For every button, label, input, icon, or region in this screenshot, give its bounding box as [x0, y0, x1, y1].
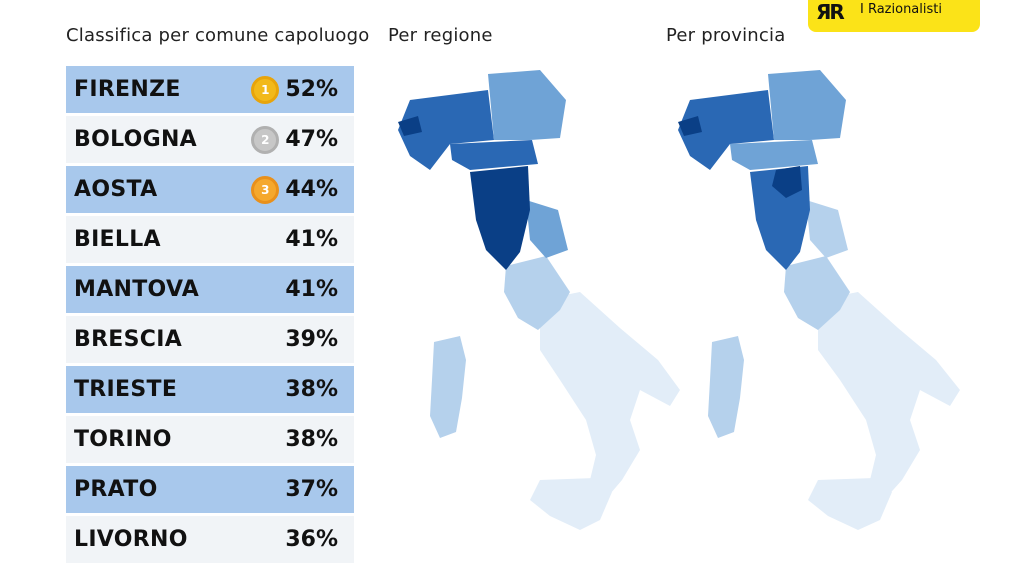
table-row: PRATO 37% [66, 466, 354, 513]
region-sardinia [430, 336, 466, 438]
city-name: AOSTA [74, 177, 158, 202]
table-row: MANTOVA 41% [66, 266, 354, 313]
region-veneto [488, 70, 566, 140]
region-map-title: Per regione [388, 25, 493, 46]
city-percentage: 41% [285, 227, 338, 252]
ranking-table: FIRENZE 1 52% BOLOGNA 2 47% AOSTA 3 44% … [66, 66, 354, 566]
region-map [398, 70, 680, 530]
region-emilia [450, 140, 538, 170]
table-row: BIELLA 41% [66, 216, 354, 263]
silver-medal-icon: 2 [251, 125, 280, 154]
province-map [678, 70, 960, 530]
table-row: BOLOGNA 2 47% [66, 116, 354, 163]
city-name: TRIESTE [74, 377, 178, 402]
table-row: TORINO 38% [66, 416, 354, 463]
city-percentage: 39% [285, 327, 338, 352]
table-row: AOSTA 3 44% [66, 166, 354, 213]
table-row: FIRENZE 1 52% [66, 66, 354, 113]
city-percentage: 36% [285, 527, 338, 552]
city-percentage: 44% [285, 177, 338, 202]
province-northeast [768, 70, 846, 140]
city-percentage: 52% [285, 77, 338, 102]
city-percentage: 41% [285, 277, 338, 302]
province-north [678, 90, 774, 170]
city-name: BOLOGNA [74, 127, 198, 152]
province-sardinia [708, 336, 744, 438]
province-map-title: Per provincia [666, 25, 786, 46]
table-row: TRIESTE 38% [66, 366, 354, 413]
province-florence [772, 166, 802, 198]
region-aosta [398, 116, 422, 136]
logo-mark-icon: ЯR [816, 0, 845, 24]
city-name: BRESCIA [74, 327, 183, 352]
ranking-title: Classifica per comune capoluogo [66, 25, 370, 46]
region-marche [526, 200, 568, 258]
city-percentage: 38% [285, 377, 338, 402]
city-name: FIRENZE [74, 77, 181, 102]
city-name: BIELLA [74, 227, 161, 252]
gold-medal-icon: 1 [251, 75, 280, 104]
province-marche [806, 200, 848, 258]
bronze-medal-icon: 3 [251, 175, 280, 204]
province-aosta [678, 116, 702, 136]
province-sicily [808, 478, 892, 530]
city-name: MANTOVA [74, 277, 200, 302]
region-tuscany [470, 166, 530, 270]
table-row: BRESCIA 39% [66, 316, 354, 363]
province-center [784, 256, 850, 330]
city-percentage: 38% [285, 427, 338, 452]
region-sicily [530, 478, 612, 530]
city-name: PRATO [74, 477, 158, 502]
city-percentage: 37% [285, 477, 338, 502]
city-name: LIVORNO [74, 527, 188, 552]
logo-text: I Razionalisti [860, 2, 942, 17]
logo: ЯR I Razionalisti [808, 0, 980, 32]
region-south [540, 292, 680, 500]
province-south [818, 292, 960, 500]
province-emilia [730, 140, 818, 170]
region-lazio [504, 256, 570, 330]
city-percentage: 47% [285, 127, 338, 152]
region-lombardy [398, 90, 494, 170]
city-name: TORINO [74, 427, 172, 452]
table-row: LIVORNO 36% [66, 516, 354, 563]
